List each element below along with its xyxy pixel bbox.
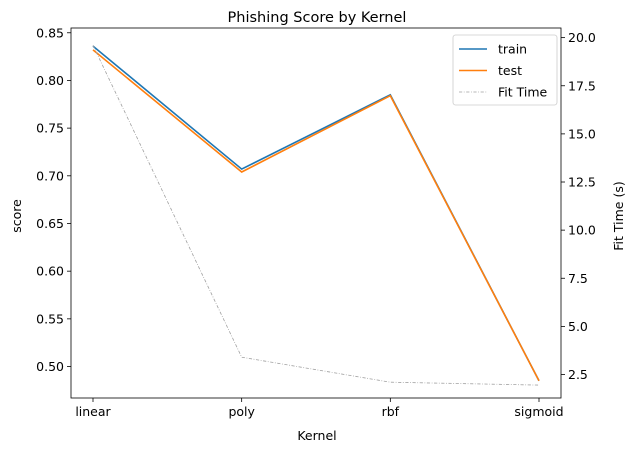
y2-tick-label-2: 7.5 [568, 271, 588, 286]
series-line-fit-time [92, 45, 540, 386]
y2-tick-label-6: 17.5 [568, 78, 596, 93]
x-tick-label-poly: poly [228, 404, 255, 419]
y2-tick-label-7: 20.0 [568, 30, 596, 45]
y2-tick-label-5: 15.0 [568, 126, 596, 141]
plot-area: linear poly rbf sigmoid 0.50 0.55 0.60 0.65 0.70… [36, 25, 596, 419]
y2-tick-label-1: 5.0 [568, 319, 588, 334]
y-axis-label: score [9, 199, 24, 233]
legend: train test Fit Time [452, 34, 558, 106]
y-tick-label-0: 0.50 [36, 359, 64, 374]
chart-title: Phishing Score by Kernel [228, 10, 407, 26]
legend-label-fit-time: Fit Time [498, 85, 548, 100]
legend-label-test: test [498, 63, 522, 78]
y-tick-label-3: 0.65 [36, 216, 64, 231]
y-tick-label-4: 0.70 [36, 168, 64, 183]
y2-tick-label-0: 2.5 [568, 367, 588, 382]
y2-tick-label-4: 12.5 [568, 175, 596, 190]
y2-axis-label: Fit Time (s) [611, 181, 626, 250]
x-tick-label-rbf: rbf [382, 404, 400, 419]
series-line-test [92, 49, 540, 382]
y-tick-label-2: 0.60 [36, 264, 64, 279]
y-tick-label-6: 0.80 [36, 73, 64, 88]
legend-box [452, 34, 558, 106]
legend-label-train: train [498, 42, 527, 57]
y-tick-label-5: 0.75 [36, 121, 64, 136]
y2-tick-label-3: 10.0 [568, 223, 596, 238]
y-tick-label-1: 0.55 [36, 311, 64, 326]
x-tick-label-linear: linear [75, 404, 111, 419]
x-axis-label: Kernel [297, 428, 336, 443]
x-tick-label-sigmoid: sigmoid [514, 404, 563, 419]
y-tick-label-7: 0.85 [36, 25, 64, 40]
axes-frame [70, 27, 562, 399]
